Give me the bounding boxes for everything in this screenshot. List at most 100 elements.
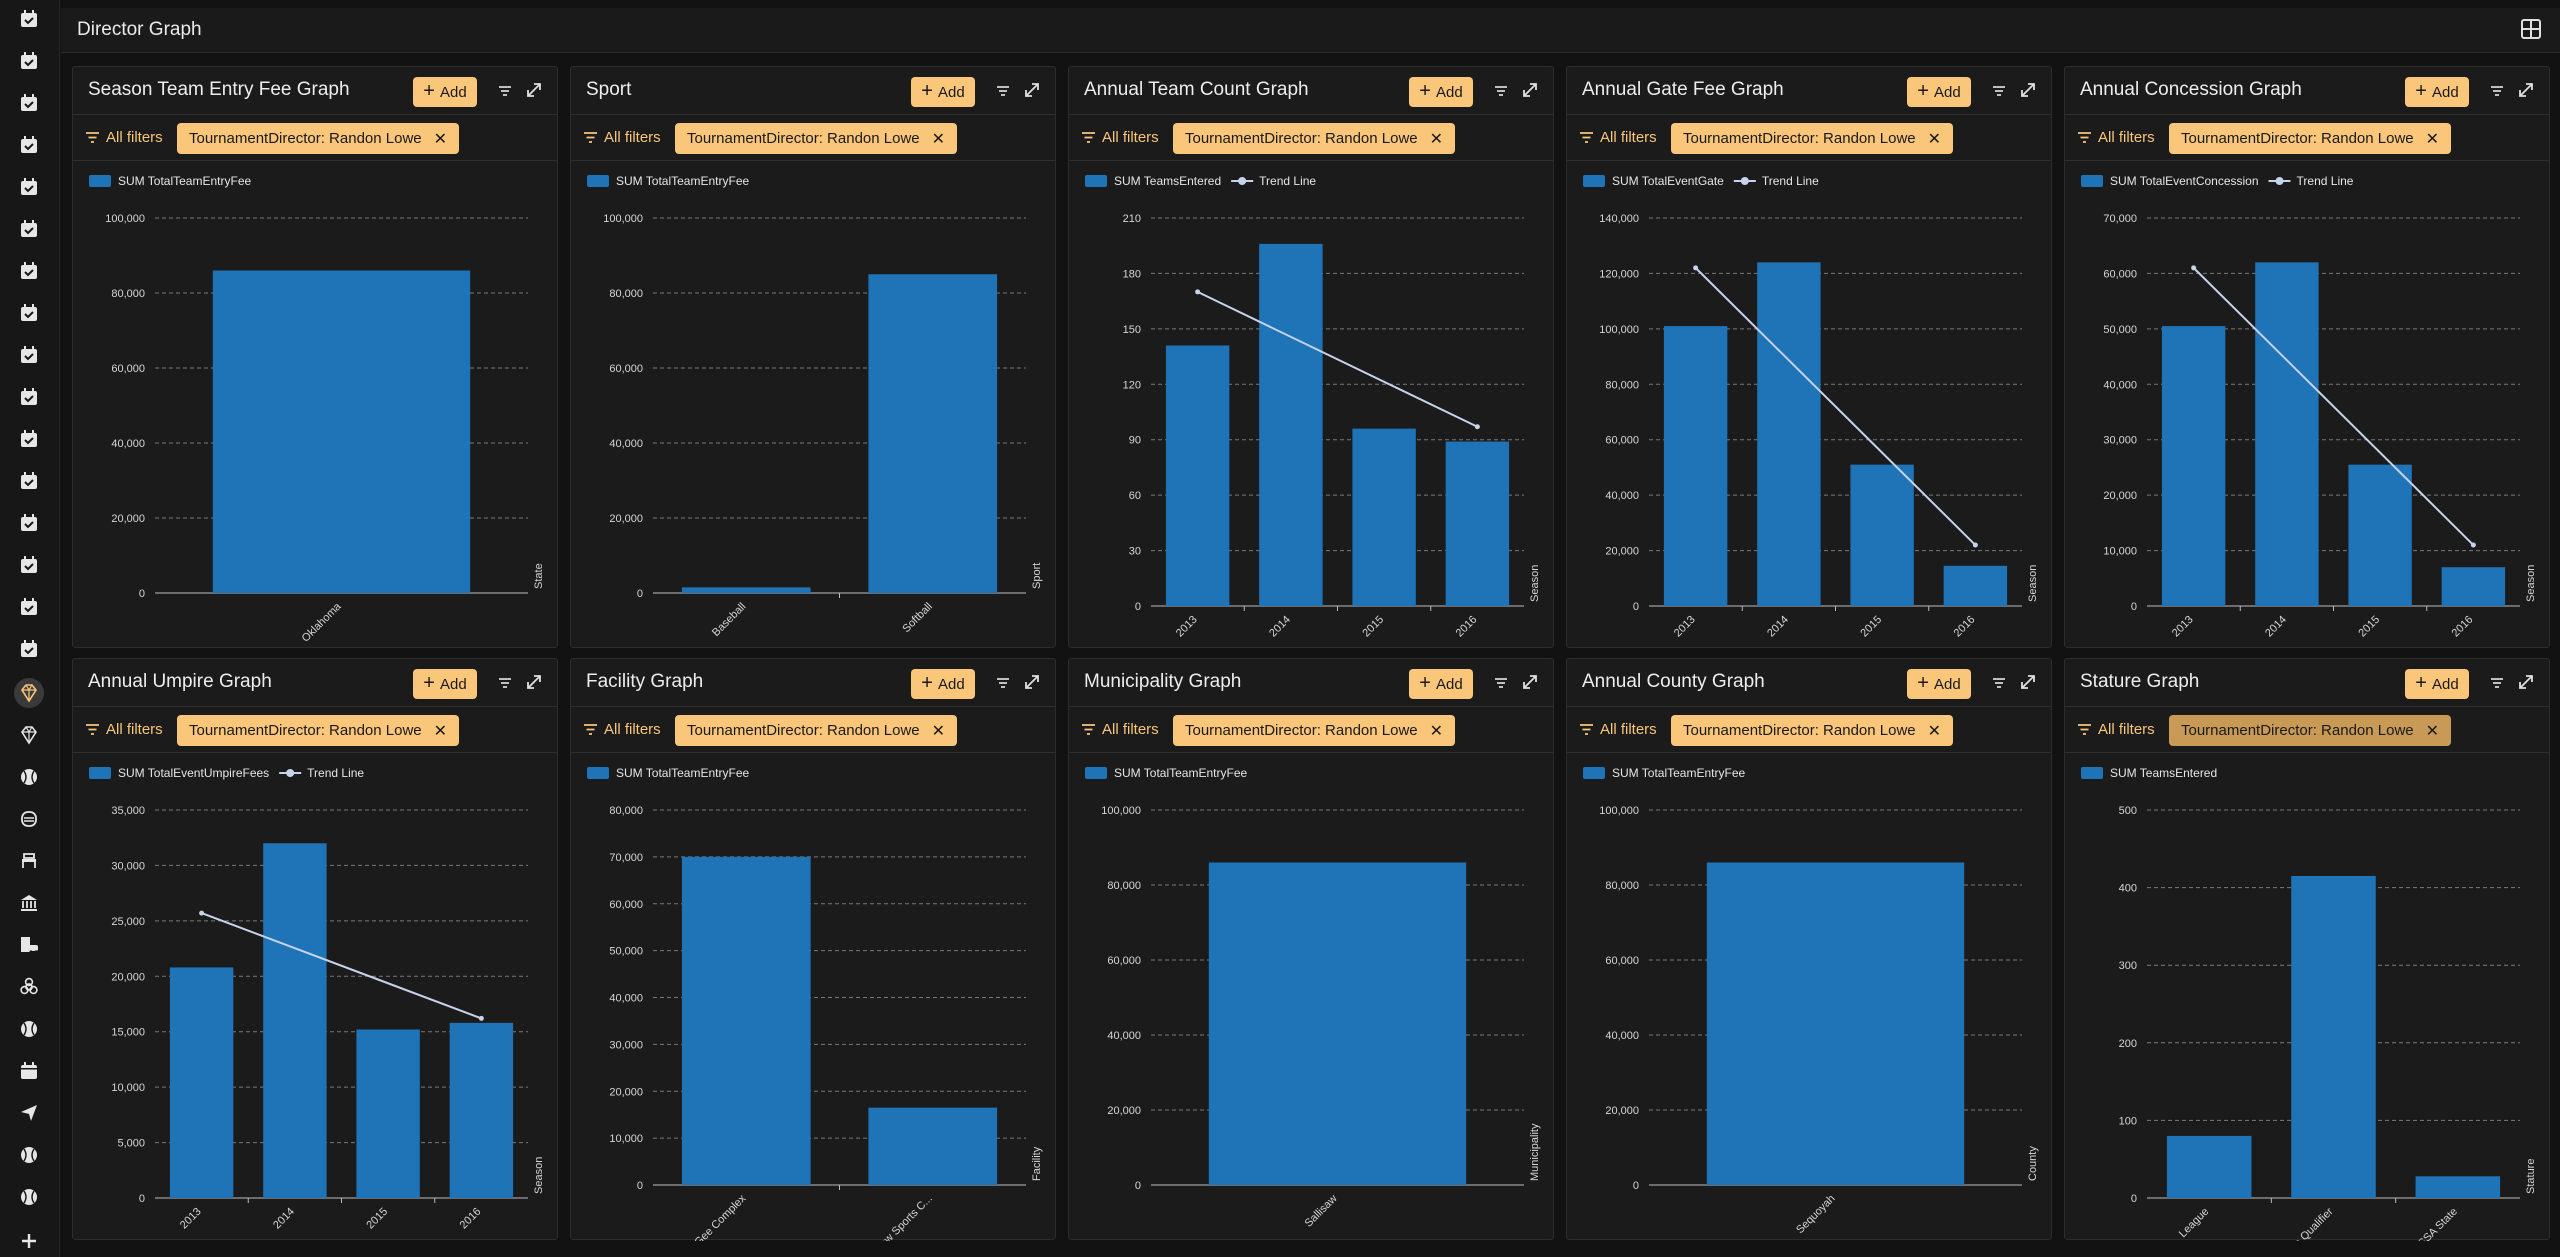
bar[interactable] — [1663, 326, 1728, 606]
sidebar-biohazard-icon[interactable] — [14, 972, 44, 1002]
add-button[interactable]: + Add — [1409, 669, 1473, 699]
filter-lines-icon[interactable] — [2489, 83, 2505, 99]
bar[interactable] — [263, 843, 327, 1198]
bar[interactable] — [1208, 862, 1467, 1186]
filter-chip[interactable]: TournamentDirector: Randon Lowe ✕ — [177, 715, 460, 746]
filter-lines-icon[interactable] — [2489, 675, 2505, 691]
sidebar-calendar-check-icon[interactable] — [14, 214, 44, 244]
sidebar-baseball-icon[interactable] — [14, 762, 44, 792]
sidebar-calendar-check-icon[interactable] — [14, 130, 44, 160]
all-filters-button[interactable]: All filters — [85, 129, 163, 146]
bar[interactable] — [2348, 464, 2412, 606]
close-icon[interactable]: ✕ — [1429, 722, 1444, 740]
filter-chip[interactable]: TournamentDirector: Randon Lowe ✕ — [1173, 123, 1456, 154]
bar[interactable] — [1850, 464, 1914, 606]
sidebar-plus-icon[interactable] — [14, 1226, 44, 1256]
all-filters-button[interactable]: All filters — [85, 721, 163, 738]
sidebar-calendar-check-icon[interactable] — [14, 46, 44, 76]
sidebar-calendar-check-icon[interactable] — [14, 88, 44, 118]
sidebar-calendar-check-icon[interactable] — [14, 4, 44, 34]
sidebar-bank-icon[interactable] — [14, 888, 44, 918]
sidebar-calendar-check-icon[interactable] — [14, 382, 44, 412]
filter-chip[interactable]: TournamentDirector: Randon Lowe ✕ — [675, 715, 958, 746]
sidebar-calendar-check-icon[interactable] — [14, 298, 44, 328]
sidebar-calendar-check-icon[interactable] — [14, 592, 44, 622]
filter-chip[interactable]: TournamentDirector: Randon Lowe ✕ — [2169, 123, 2452, 154]
expand-icon[interactable] — [1023, 81, 1041, 99]
filter-lines-icon[interactable] — [497, 675, 513, 691]
bar[interactable] — [1757, 262, 1821, 606]
expand-icon[interactable] — [1023, 673, 1041, 691]
sidebar-calendar-icon[interactable] — [14, 1056, 44, 1086]
bar[interactable] — [868, 1107, 998, 1185]
add-button[interactable]: + Add — [413, 669, 477, 699]
expand-icon[interactable] — [2517, 81, 2535, 99]
bar[interactable] — [1165, 345, 1230, 606]
bar[interactable] — [681, 587, 811, 593]
filter-lines-icon[interactable] — [1493, 83, 1509, 99]
sidebar-calendar-check-icon[interactable] — [14, 550, 44, 580]
close-icon[interactable]: ✕ — [1927, 722, 1942, 740]
bar[interactable] — [2161, 326, 2226, 606]
add-button[interactable]: + Add — [911, 77, 975, 107]
all-filters-button[interactable]: All filters — [583, 129, 661, 146]
filter-lines-icon[interactable] — [995, 675, 1011, 691]
bar[interactable] — [169, 967, 234, 1198]
sidebar-diamond-icon[interactable] — [14, 720, 44, 750]
sidebar-mask-icon[interactable] — [14, 804, 44, 834]
add-button[interactable]: + Add — [1409, 77, 1473, 107]
expand-icon[interactable] — [1521, 673, 1539, 691]
close-icon[interactable]: ✕ — [931, 130, 946, 148]
bar[interactable] — [2415, 1176, 2501, 1198]
add-button[interactable]: + Add — [413, 77, 477, 107]
bar[interactable] — [1706, 862, 1965, 1186]
close-icon[interactable]: ✕ — [2425, 722, 2440, 740]
bar[interactable] — [868, 274, 998, 593]
sidebar-calendar-check-icon[interactable] — [14, 508, 44, 538]
filter-lines-icon[interactable] — [1991, 675, 2007, 691]
sidebar-bench-icon[interactable] — [14, 846, 44, 876]
expand-icon[interactable] — [1521, 81, 1539, 99]
filter-chip[interactable]: TournamentDirector: Randon Lowe ✕ — [1173, 715, 1456, 746]
sidebar-baseball-icon[interactable] — [14, 1182, 44, 1212]
close-icon[interactable]: ✕ — [931, 722, 946, 740]
add-button[interactable]: + Add — [2405, 669, 2469, 699]
filter-lines-icon[interactable] — [995, 83, 1011, 99]
sidebar-send-icon[interactable] — [14, 1098, 44, 1128]
filter-lines-icon[interactable] — [1493, 675, 1509, 691]
filter-chip[interactable]: TournamentDirector: Randon Lowe ✕ — [1671, 715, 1954, 746]
close-icon[interactable]: ✕ — [433, 722, 448, 740]
sidebar-baseball-icon[interactable] — [14, 1014, 44, 1044]
bar[interactable] — [1943, 565, 2008, 606]
add-button[interactable]: + Add — [911, 669, 975, 699]
sidebar-diamond-icon[interactable] — [14, 678, 44, 708]
sidebar-calendar-check-icon[interactable] — [14, 634, 44, 664]
sidebar-baseball-icon[interactable] — [14, 1140, 44, 1170]
all-filters-button[interactable]: All filters — [1081, 129, 1159, 146]
sidebar-calendar-check-icon[interactable] — [14, 256, 44, 286]
all-filters-button[interactable]: All filters — [2077, 129, 2155, 146]
close-icon[interactable]: ✕ — [1927, 130, 1942, 148]
sidebar-building-car-icon[interactable] — [14, 930, 44, 960]
all-filters-button[interactable]: All filters — [1579, 129, 1657, 146]
add-button[interactable]: + Add — [1907, 77, 1971, 107]
bar[interactable] — [1445, 441, 1510, 606]
bar[interactable] — [2441, 567, 2506, 606]
all-filters-button[interactable]: All filters — [583, 721, 661, 738]
expand-icon[interactable] — [2517, 673, 2535, 691]
add-button[interactable]: + Add — [1907, 669, 1971, 699]
bar[interactable] — [449, 1022, 514, 1198]
bar[interactable] — [2166, 1135, 2252, 1198]
expand-icon[interactable] — [2019, 673, 2037, 691]
all-filters-button[interactable]: All filters — [2077, 721, 2155, 738]
filter-chip[interactable]: TournamentDirector: Randon Lowe ✕ — [675, 123, 958, 154]
expand-icon[interactable] — [525, 673, 543, 691]
bar[interactable] — [1259, 243, 1323, 606]
sidebar-calendar-check-icon[interactable] — [14, 424, 44, 454]
close-icon[interactable]: ✕ — [433, 130, 448, 148]
filter-lines-icon[interactable] — [497, 83, 513, 99]
bar[interactable] — [2291, 875, 2376, 1198]
bar[interactable] — [212, 270, 471, 594]
bar[interactable] — [356, 1029, 420, 1198]
bar[interactable] — [1352, 428, 1416, 606]
